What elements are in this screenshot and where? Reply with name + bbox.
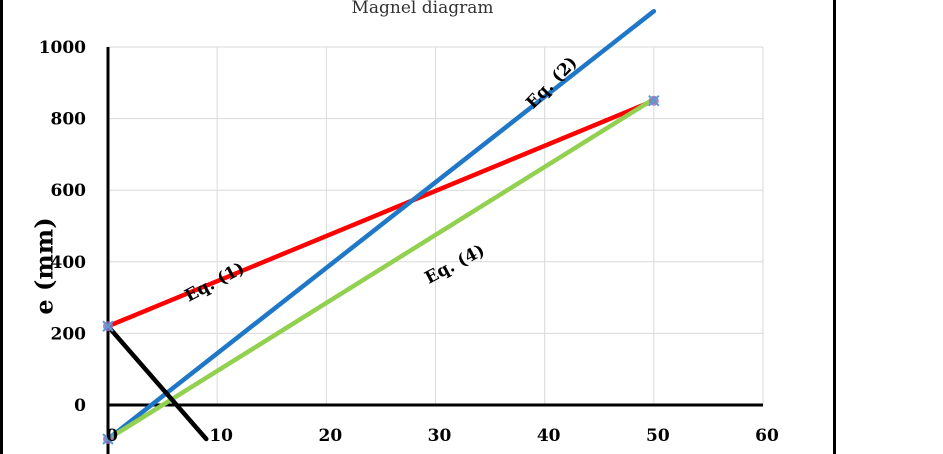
x-tick-label: 20	[318, 426, 342, 446]
series-line	[105, 96, 657, 442]
y-tick-label: 0	[74, 396, 86, 416]
y-tick-label: 600	[51, 181, 87, 201]
series-line	[105, 98, 657, 329]
y-tick-label: 800	[51, 110, 87, 130]
x-tick-label: 40	[537, 426, 561, 446]
series-lines	[102, 8, 660, 445]
x-tick-label: 50	[646, 426, 670, 446]
data-point-cross	[102, 433, 114, 445]
axes	[106, 47, 763, 454]
series-annotation: Eq. (1)	[182, 258, 248, 306]
x-tick-label: 10	[209, 426, 233, 446]
y-tick-label: 1000	[39, 38, 86, 58]
frame-right-border	[833, 0, 836, 454]
series-line	[105, 323, 209, 442]
y-tick-label: 200	[51, 324, 87, 344]
y-tick-label: 400	[51, 253, 87, 273]
tick-labels: 0 200 400 600 800 1000 0 10 20 30 40 50 60	[39, 38, 779, 446]
grid-lines	[107, 46, 764, 406]
x-tick-label: 30	[428, 426, 452, 446]
series-line	[105, 8, 657, 442]
data-point-cross	[102, 320, 114, 332]
x-tick-label: 0	[106, 426, 118, 446]
x-tick-label: 60	[755, 426, 779, 446]
series-annotation: Eq. (4)	[422, 241, 488, 289]
chart-title: Magnel diagram	[351, 0, 494, 18]
data-point-cross	[648, 94, 660, 107]
series-annotation: Eq. (2)	[522, 53, 581, 113]
frame-left-border	[0, 0, 3, 454]
